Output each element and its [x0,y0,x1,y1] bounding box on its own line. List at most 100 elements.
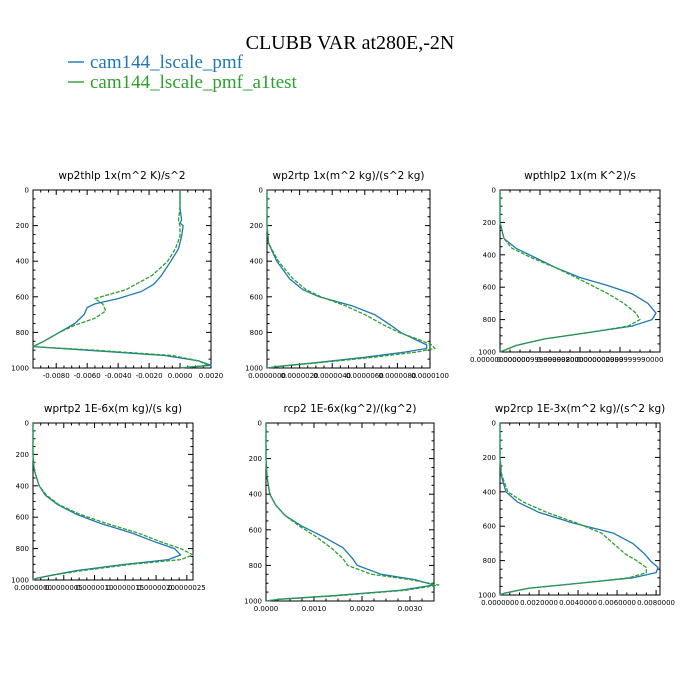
y-tick-label: 1000 [244,598,262,606]
x-tick-label: 0.0020000 [520,599,558,607]
legend-label-series-2: cam144_lscale_pmf_a1test [90,72,298,93]
y-tick-label: 400 [16,258,29,266]
y-tick-label: 200 [483,219,496,227]
y-tick-label: 200 [250,222,263,230]
y-tick-label: 600 [483,284,496,292]
x-tick-label: 0.0000020 [281,372,319,380]
panel-1: wp2thlp 1x(m^2 K)/s^2 0 200 400 600 800 1000 -0… [11,170,223,380]
x-tick-label: 0.000000000000 [470,356,530,364]
y-tick-label: 400 [483,251,496,259]
y-tick-label: 0 [25,420,29,428]
x-tick-label: 0.0040000 [559,599,597,607]
y-tick-label: 400 [483,488,496,496]
x-tick-label: 0.0080000 [637,599,675,607]
plot-frame [499,189,661,353]
panel-6: wp2rcp 1E-3x(m^2 kg)/(s^2 kg) 0 200 400 600 8… [478,403,675,607]
panel-title: wpthlp2 1x(m K^2)/s [524,170,636,182]
x-tick-label: 0.000000999999998000 [497,356,584,364]
series-line-2 [32,423,194,581]
y-tick-label: 0 [492,187,496,195]
y-tick-label: 600 [16,293,29,301]
plot-frame [32,189,212,369]
y-tick-label: 1000 [11,577,29,585]
x-tick-label: 0.0000010 [76,584,114,592]
series-line-1 [499,423,659,596]
y-tick-label: 200 [16,451,29,459]
plot-frame [32,422,194,581]
panel-title: wprtp2 1E-6x(m kg)/(s kg) [44,403,182,415]
panel-4: wprtp2 1E-6x(m kg)/(s kg) 0 200 400 600 800 10… [11,403,206,592]
y-tick-label: 800 [16,545,29,553]
series-line-1 [266,190,428,369]
y-tick-label: 600 [250,293,263,301]
figure-title: CLUBB VAR at280E,-2N [246,32,455,54]
x-tick-label: -0.0060 [74,372,101,380]
x-tick-label: 0.0000025 [168,584,206,592]
series-line-2 [266,190,436,369]
x-tick-label: 0.0000 [168,372,193,380]
y-tick-label: 400 [249,491,262,499]
y-tick-label: 800 [483,316,496,324]
series-line-2 [32,190,209,369]
series-line-1 [499,190,657,353]
y-tick-label: 400 [250,258,263,266]
y-tick-label: 800 [249,562,262,570]
x-tick-label: 0.0000 [254,605,279,613]
x-tick-label: 0.0000080 [378,372,416,380]
y-tick-label: 600 [16,514,29,522]
x-tick-label: 0.0060000 [598,599,636,607]
x-tick-label: 0.0000005 [45,584,83,592]
y-tick-label: 400 [16,482,29,490]
y-tick-label: 0 [492,420,496,428]
x-tick-label: 0.0030 [398,605,423,613]
x-tick-label: 0.0020 [350,605,375,613]
y-tick-label: 1000 [11,365,29,373]
x-tick-label: -0.0020 [136,372,163,380]
series-line-2 [499,190,641,353]
panel-2: wp2rtp 1x(m^2 kg)/(s^2 kg) 0 200 400 600 800 1… [245,170,449,380]
x-tick-label: 0.0000000 [248,372,286,380]
y-tick-label: 1000 [478,349,496,357]
panel-title: rcp2 1E-6x(kg^2)/(kg^2) [284,403,417,415]
series-line-1 [32,190,212,369]
series-line-2 [265,423,440,602]
y-tick-label: 0 [259,187,263,195]
panel-title: wp2rcp 1E-3x(m^2 kg)/(s^2 kg) [495,403,666,415]
panels: wp2thlp 1x(m^2 K)/s^2 0 200 400 600 800 1000 -0… [11,170,675,613]
y-tick-label: 1000 [245,365,263,373]
plot-frame [499,422,661,596]
panel-title: wp2rtp 1x(m^2 kg)/(s^2 kg) [272,170,424,182]
panel-title: wp2thlp 1x(m^2 K)/s^2 [58,170,185,182]
series-line-1 [265,423,435,602]
panel-5: rcp2 1E-6x(kg^2)/(kg^2) 0 200 400 600 800 1000… [244,403,440,613]
y-tick-label: 200 [16,222,29,230]
y-tick-label: 800 [16,329,29,337]
x-tick-label: 0.0000015 [106,584,144,592]
y-tick-label: 200 [483,454,496,462]
x-tick-label: 0.0000000 [14,584,52,592]
legend-label-series-1: cam144_lscale_pmf [90,52,244,73]
plot-frame [266,189,431,369]
x-tick-label: 0.0020 [199,372,224,380]
series-line-2 [499,423,647,596]
x-tick-label: 0.0000100 [411,372,449,380]
x-tick-label: 0.0000000 [481,599,519,607]
y-tick-label: 200 [249,455,262,463]
y-tick-label: 600 [249,526,262,534]
plot-frame [265,422,435,602]
x-tick-label: 0.0000060 [346,372,384,380]
x-tick-label: 0.0010 [302,605,327,613]
x-tick-label: 0.000002999999990000 [577,356,664,364]
y-tick-label: 0 [25,187,29,195]
y-tick-label: 800 [250,329,263,337]
x-tick-label: -0.0040 [105,372,132,380]
x-tick-label: -0.0080 [43,372,70,380]
x-tick-label: 0.0000040 [313,372,351,380]
y-tick-label: 1000 [478,592,496,600]
panel-3: wpthlp2 1x(m K^2)/s020040060080010000.00… [470,170,663,364]
y-tick-label: 600 [483,523,496,531]
x-tick-label: 0.0000020 [137,584,175,592]
y-tick-label: 0 [258,420,262,428]
y-tick-label: 800 [483,557,496,565]
